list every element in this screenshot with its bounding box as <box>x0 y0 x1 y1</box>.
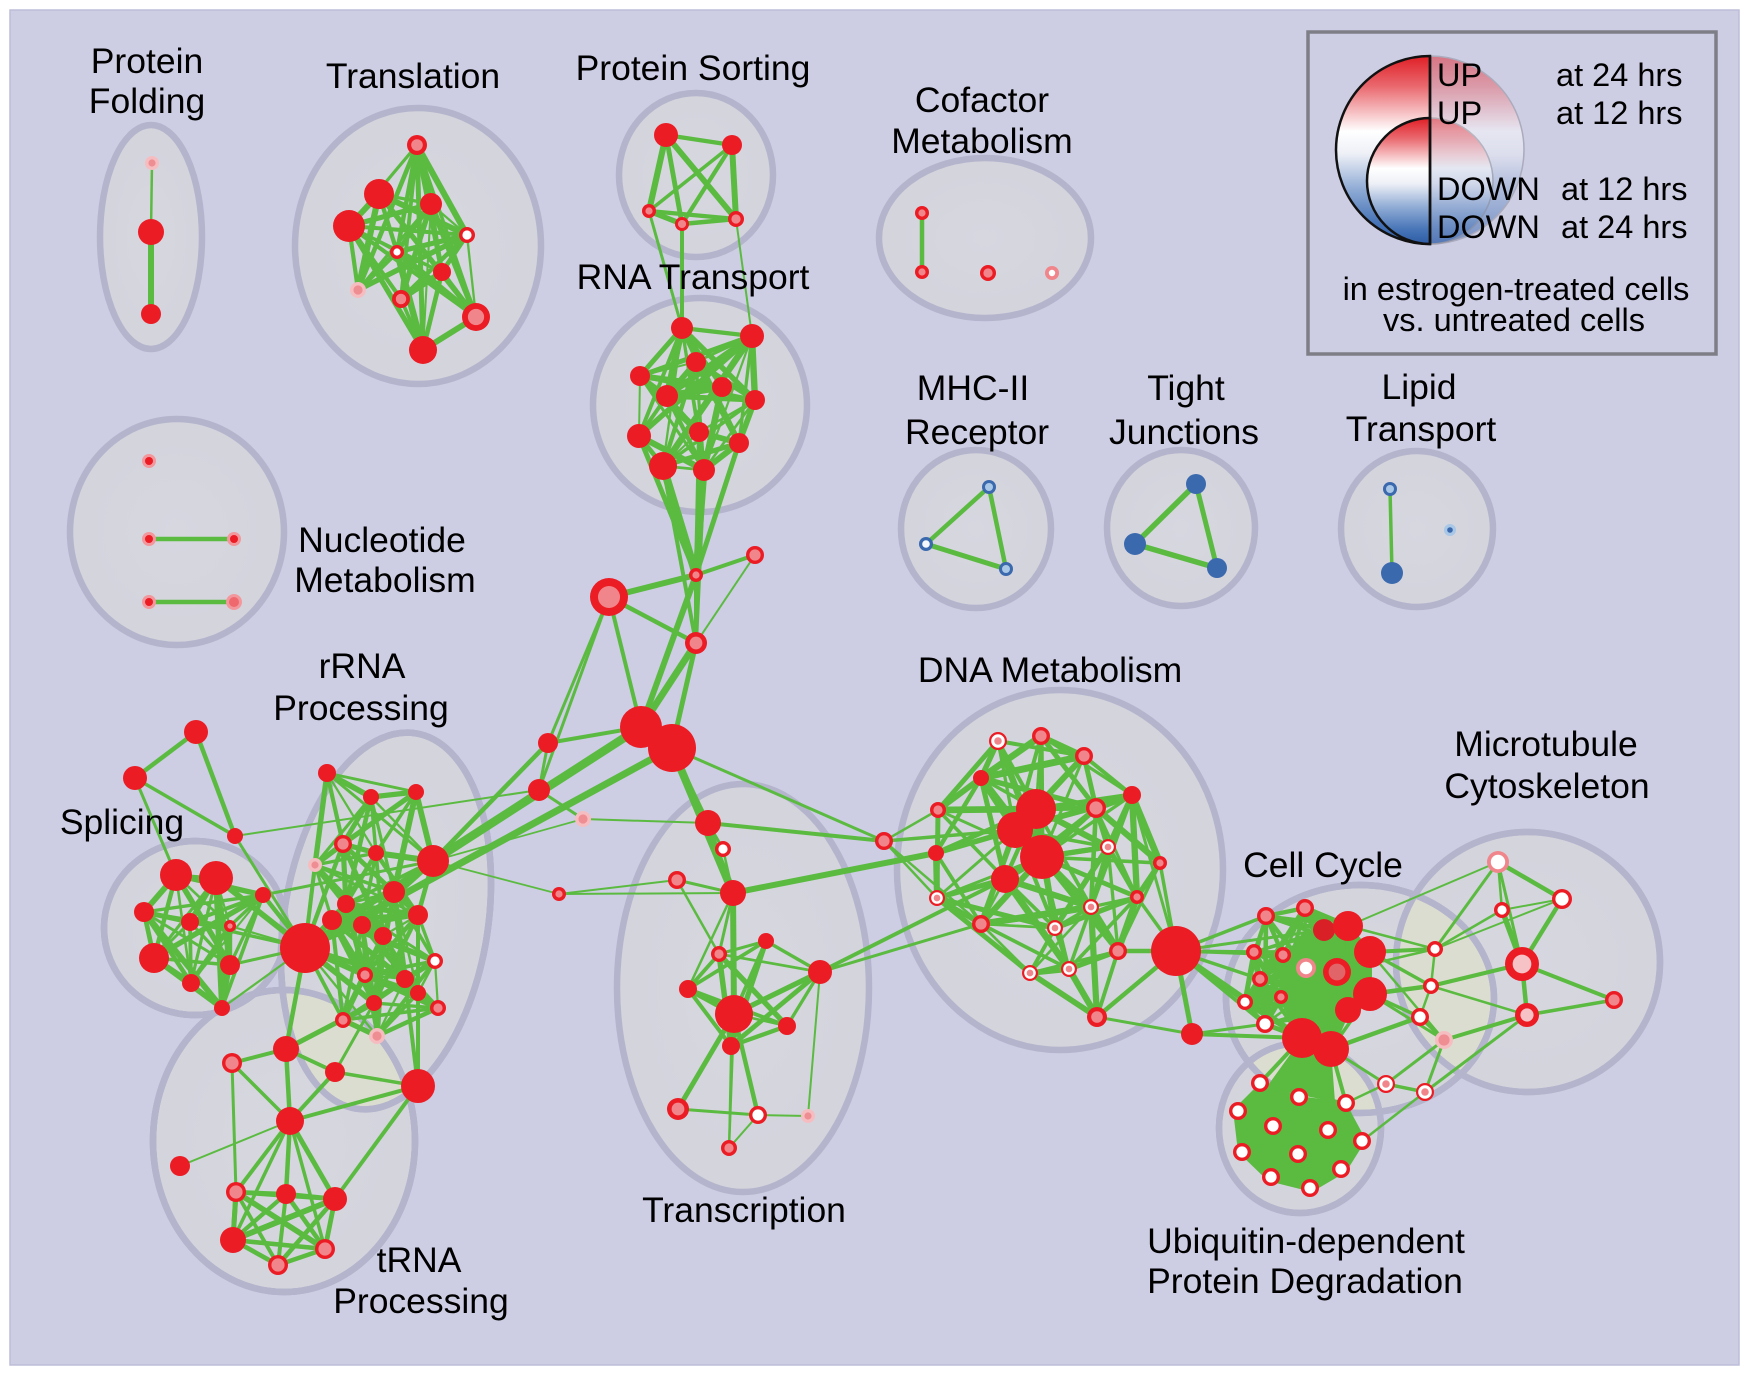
svg-text:at 12 hrs: at 12 hrs <box>1561 171 1687 207</box>
svg-text:rRNA: rRNA <box>319 646 406 686</box>
svg-text:Protein Degradation: Protein Degradation <box>1147 1261 1463 1301</box>
svg-text:Ubiquitin-dependent: Ubiquitin-dependent <box>1147 1221 1465 1261</box>
svg-text:Protein Sorting: Protein Sorting <box>576 48 811 88</box>
svg-text:Metabolism: Metabolism <box>891 121 1073 161</box>
svg-text:at 12 hrs: at 12 hrs <box>1556 95 1682 131</box>
svg-text:Cofactor: Cofactor <box>915 80 1049 120</box>
svg-text:DOWN: DOWN <box>1437 209 1540 245</box>
svg-text:Translation: Translation <box>326 56 500 96</box>
svg-text:UP: UP <box>1437 57 1482 93</box>
svg-text:Folding: Folding <box>89 81 205 121</box>
svg-text:MHC-II: MHC-II <box>917 368 1029 408</box>
svg-text:vs. untreated cells: vs. untreated cells <box>1383 302 1645 338</box>
svg-text:Processing: Processing <box>333 1281 509 1321</box>
svg-text:at 24 hrs: at 24 hrs <box>1556 57 1682 93</box>
svg-text:at 24 hrs: at 24 hrs <box>1561 209 1687 245</box>
svg-text:Receptor: Receptor <box>905 412 1049 452</box>
svg-text:Microtubule: Microtubule <box>1454 724 1638 764</box>
svg-text:Transcription: Transcription <box>642 1190 846 1230</box>
svg-text:Processing: Processing <box>273 688 449 728</box>
svg-text:Metabolism: Metabolism <box>294 560 476 600</box>
svg-text:Transport: Transport <box>1346 409 1497 449</box>
svg-text:Cytoskeleton: Cytoskeleton <box>1444 766 1649 806</box>
svg-text:Protein: Protein <box>91 41 203 81</box>
svg-text:UP: UP <box>1437 95 1482 131</box>
svg-text:Tight: Tight <box>1147 368 1225 408</box>
svg-text:DNA Metabolism: DNA Metabolism <box>918 650 1182 690</box>
svg-text:Lipid: Lipid <box>1381 367 1456 407</box>
svg-text:Splicing: Splicing <box>60 802 184 842</box>
svg-text:Cell Cycle: Cell Cycle <box>1243 845 1403 885</box>
svg-text:DOWN: DOWN <box>1437 171 1540 207</box>
svg-text:Nucleotide: Nucleotide <box>298 520 466 560</box>
svg-text:in estrogen-treated cells: in estrogen-treated cells <box>1343 271 1690 307</box>
svg-text:Junctions: Junctions <box>1109 412 1259 452</box>
svg-text:tRNA: tRNA <box>377 1240 462 1280</box>
svg-text:RNA Transport: RNA Transport <box>577 257 810 297</box>
